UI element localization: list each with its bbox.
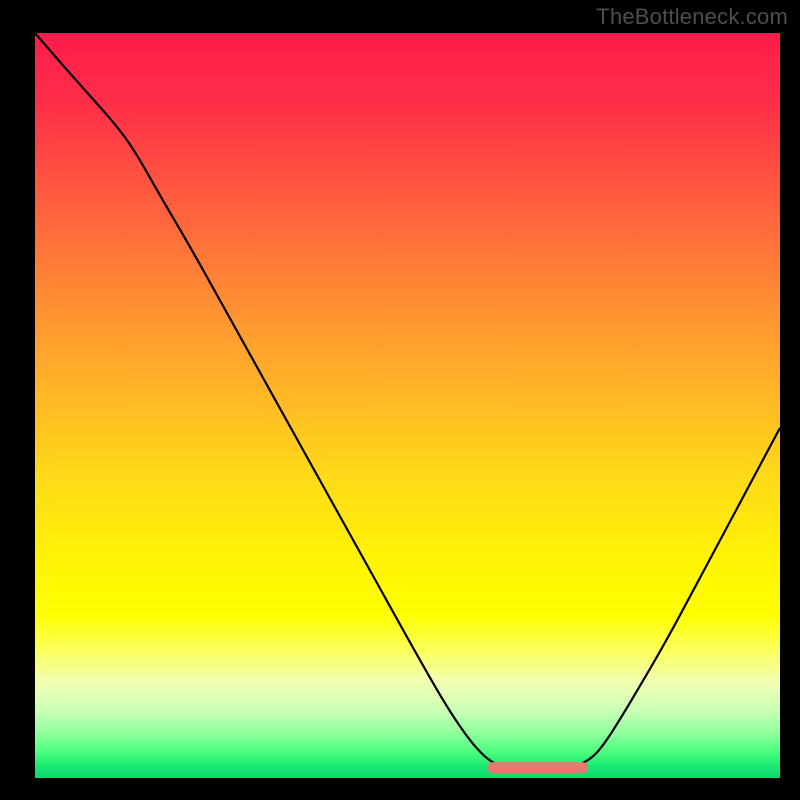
watermark-text: TheBottleneck.com (596, 4, 788, 30)
plot-background (35, 33, 780, 778)
bottleneck-chart (0, 0, 800, 800)
chart-frame: TheBottleneck.com (0, 0, 800, 800)
